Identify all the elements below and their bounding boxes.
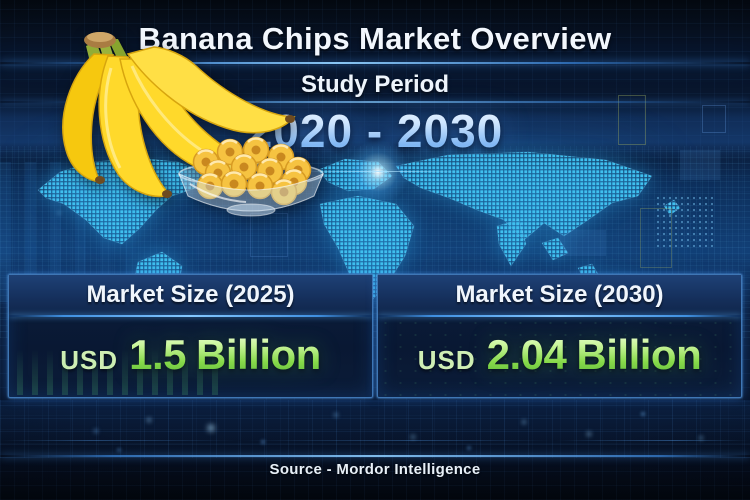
market-size-value: 1.5 Billion: [129, 331, 321, 379]
card-header: Market Size (2030): [378, 275, 741, 315]
source-attribution: Source - Mordor Intelligence: [269, 461, 481, 478]
bananas-and-chips-illustration: [62, 32, 324, 217]
footer-divider: [0, 455, 750, 457]
market-size-value: 2.04 Billion: [487, 331, 702, 379]
circuit-rect: [560, 230, 606, 256]
sparkle-dots: [0, 0, 2, 2]
dot-matrix-texture: [655, 195, 713, 247]
amount: 1.5: [129, 331, 186, 378]
unit-label: Billion: [195, 331, 321, 378]
amount: 2.04: [486, 331, 567, 378]
streak-lines: [0, 440, 750, 441]
circuit-rect: [250, 213, 288, 257]
circuit-texture: [0, 400, 750, 458]
card-header: Market Size (2025): [9, 275, 372, 315]
unit-label: Billion: [576, 331, 702, 378]
